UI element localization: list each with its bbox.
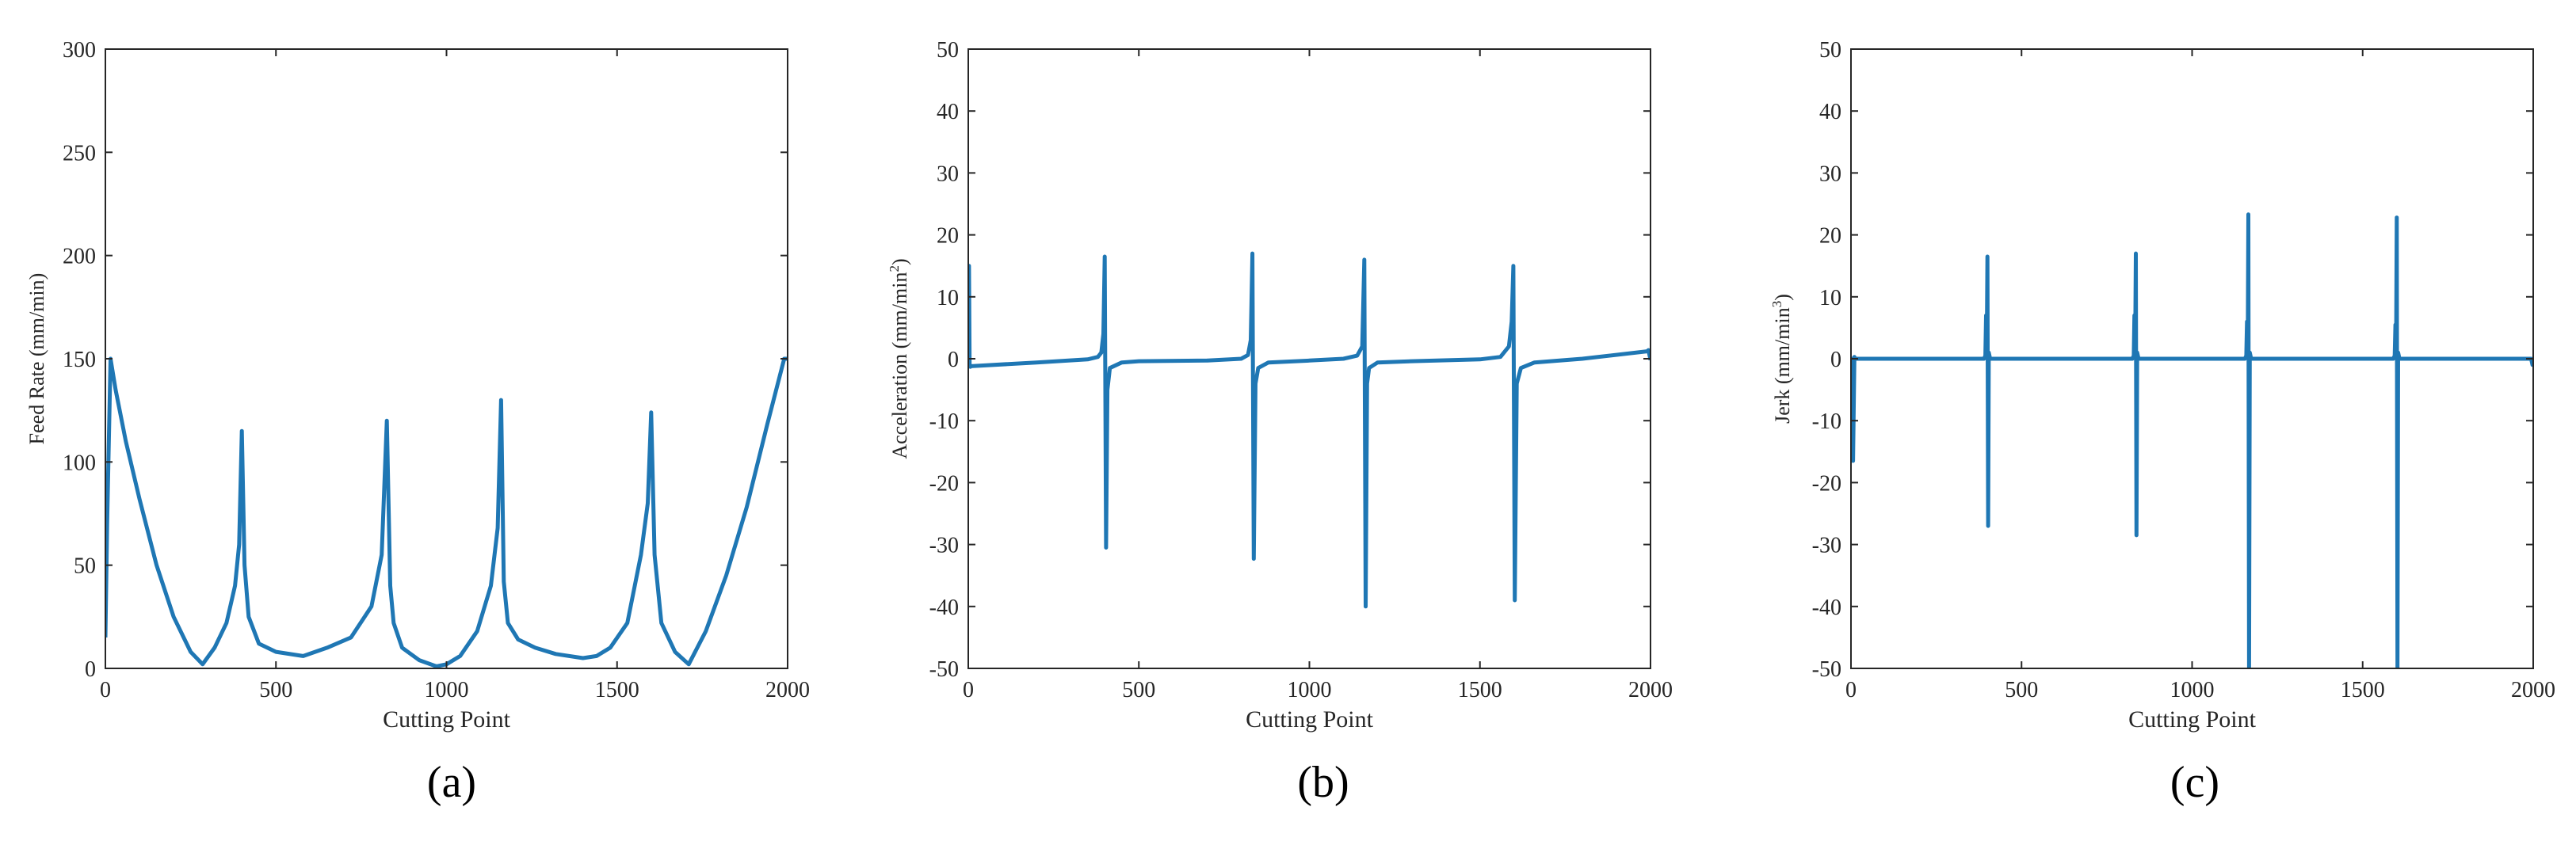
- x-tick-label: 500: [259, 678, 292, 702]
- x-tick-label: 2000: [2511, 678, 2555, 702]
- x-axis-label: Cutting Point: [2128, 706, 2257, 733]
- axes-box-a: [105, 48, 788, 669]
- series-line-c-0: [1851, 212, 2533, 668]
- y-tick-label: 200: [63, 245, 96, 269]
- y-tick-label: 0: [85, 657, 96, 682]
- x-tick-label: 0: [1845, 678, 1857, 702]
- y-tick-label: 40: [1819, 100, 1841, 124]
- x-tick-label: 1000: [1288, 678, 1332, 702]
- y-tick-label: -40: [929, 596, 959, 620]
- y-tick-label: -30: [929, 534, 959, 558]
- y-tick-label: -20: [1812, 471, 1841, 496]
- panel-caption-a: (a): [426, 758, 477, 807]
- x-tick-label: 1500: [1458, 678, 1502, 702]
- y-tick-label: 10: [1819, 286, 1841, 310]
- y-tick-label: -30: [1812, 534, 1841, 558]
- x-tick-label: 0: [100, 678, 111, 702]
- y-tick-label: -50: [1812, 657, 1841, 682]
- series-line-b-0: [968, 251, 1651, 609]
- y-tick-label: 250: [63, 141, 96, 166]
- y-tick-label: 50: [74, 554, 96, 579]
- x-tick-label: 2000: [1628, 678, 1673, 702]
- x-tick-label: 1500: [2341, 678, 2385, 702]
- x-tick-label: 1000: [425, 678, 469, 702]
- x-axis-label: Cutting Point: [1246, 706, 1374, 733]
- y-axis-label: Acceleration (mm/min2): [887, 258, 911, 459]
- y-tick-label: 30: [1819, 162, 1841, 186]
- y-tick-label: 150: [63, 348, 96, 372]
- y-axis-label: Feed Rate (mm/min): [25, 273, 48, 445]
- y-axis-label: Jerk (mm/min3): [1769, 294, 1794, 424]
- y-tick-label: 10: [937, 286, 959, 310]
- x-tick-label: 2000: [765, 678, 810, 702]
- y-tick-label: 20: [937, 224, 959, 249]
- panel-caption-c: (c): [2170, 758, 2220, 807]
- y-tick-label: 20: [1819, 224, 1841, 249]
- x-tick-label: 500: [1122, 678, 1155, 702]
- y-tick-label: -10: [1812, 409, 1841, 434]
- x-axis-label: Cutting Point: [383, 706, 511, 733]
- y-tick-label: 0: [1830, 348, 1841, 372]
- y-tick-label: 50: [937, 38, 959, 63]
- y-tick-label: -50: [929, 657, 959, 682]
- y-tick-label: -10: [929, 409, 959, 434]
- x-tick-label: 500: [2005, 678, 2038, 702]
- panel-caption-b: (b): [1297, 758, 1349, 807]
- x-tick-label: 1500: [595, 678, 639, 702]
- x-tick-label: 0: [963, 678, 974, 702]
- chart-panel-b: 0 500 1000 1500 2000 -50 -40 -30 -20 -10 0 10 20 30 40…: [887, 38, 1673, 733]
- y-tick-label: -20: [929, 471, 959, 496]
- y-tick-label: 50: [1819, 38, 1841, 63]
- y-tick-label: 100: [63, 451, 96, 475]
- y-tick-label: 0: [948, 348, 959, 372]
- y-tick-label: 40: [937, 100, 959, 124]
- chart-panel-a: 0 500 1000 1500 2000 0 50 100 150 200 250 300 Cuttin…: [25, 38, 810, 733]
- y-tick-label: 300: [63, 38, 96, 63]
- y-tick-label: -40: [1812, 596, 1841, 620]
- x-tick-label: 1000: [2170, 678, 2215, 702]
- chart-panel-c: 0 500 1000 1500 2000 -50 -40 -30 -20 -10 0 10 20 30 40…: [1769, 38, 2555, 733]
- series-line-a-0: [105, 356, 788, 668]
- y-tick-label: 30: [937, 162, 959, 186]
